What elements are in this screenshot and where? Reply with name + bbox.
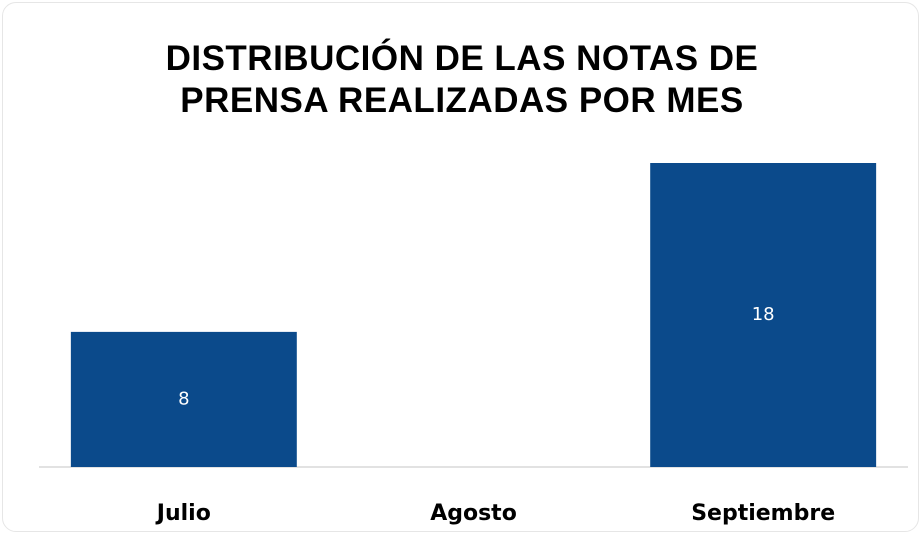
data-label: 18: [752, 304, 775, 325]
bar: [650, 163, 877, 467]
data-label: 8: [178, 388, 189, 409]
x-tick-label: Julio: [155, 501, 211, 526]
chart-title: DISTRIBUCIÓN DE LAS NOTAS DE PRENSA REAL…: [165, 39, 759, 120]
x-tick-label: Agosto: [430, 501, 517, 526]
bar: [70, 331, 297, 467]
x-tick-label: Septiembre: [691, 501, 835, 526]
